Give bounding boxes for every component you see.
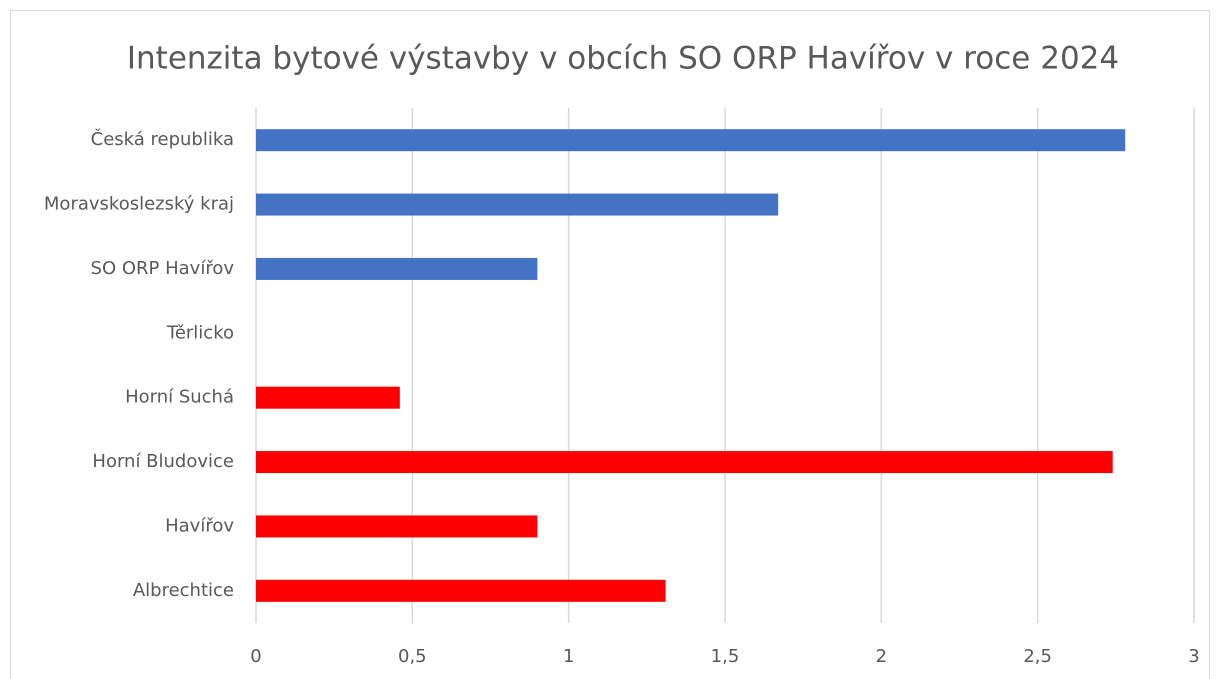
x-tick-label: 0,5 bbox=[398, 646, 427, 667]
bar bbox=[256, 193, 779, 216]
y-tick-label: Moravskoslezský kraj bbox=[44, 194, 234, 215]
y-tick-label: Těrlicko bbox=[166, 322, 234, 343]
y-tick-label: SO ORP Havířov bbox=[91, 258, 235, 279]
x-tick-label: 2 bbox=[876, 646, 887, 667]
x-tick-label: 0 bbox=[250, 646, 261, 667]
chart-title: Intenzita bytové výstavby v obcích SO OR… bbox=[127, 41, 1119, 77]
bar bbox=[256, 515, 538, 538]
bar bbox=[256, 451, 1113, 474]
x-tick-label: 3 bbox=[1188, 646, 1199, 667]
y-tick-label: Havířov bbox=[165, 515, 234, 536]
y-tick-label: Horní Suchá bbox=[125, 387, 234, 408]
y-tick-label: Česká republika bbox=[91, 128, 234, 150]
x-tick-label: 2,5 bbox=[1023, 646, 1052, 667]
x-tick-label: 1 bbox=[563, 646, 574, 667]
y-tick-label: Albrechtice bbox=[133, 580, 234, 601]
y-tick-label: Horní Bludovice bbox=[92, 451, 234, 472]
bar bbox=[256, 579, 666, 602]
x-tick-label: 1,5 bbox=[711, 646, 740, 667]
bar bbox=[256, 386, 400, 409]
chart-border bbox=[10, 10, 1210, 679]
bar bbox=[256, 129, 1126, 152]
bar bbox=[256, 257, 538, 280]
